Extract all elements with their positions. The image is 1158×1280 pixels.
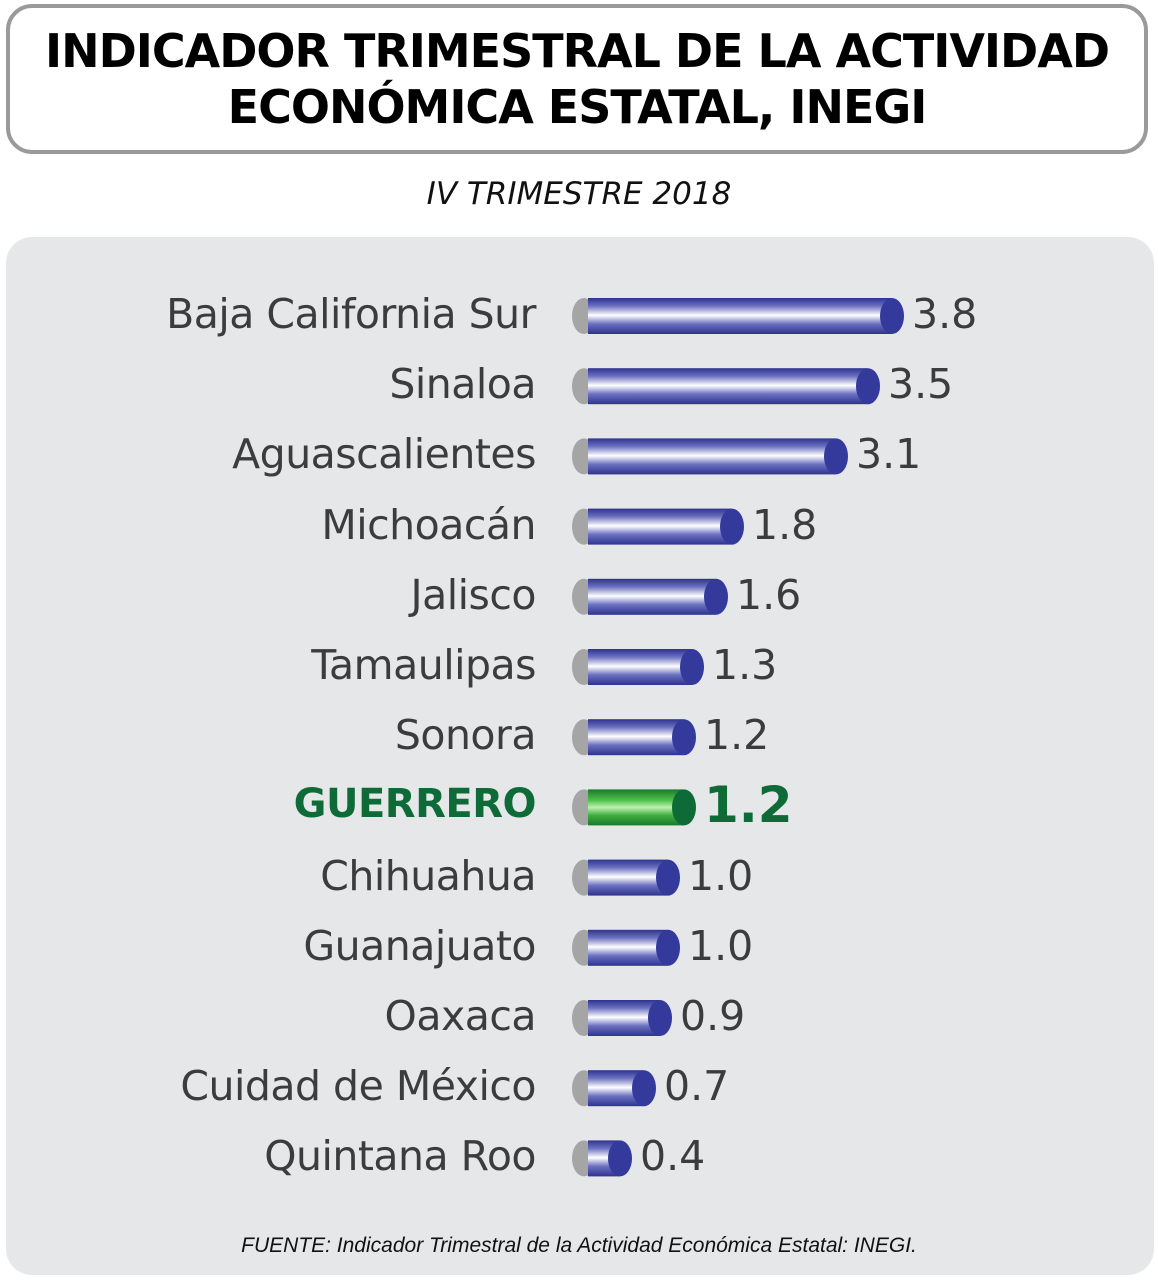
bar-body (588, 859, 668, 896)
value-label: 0.4 (640, 1132, 706, 1181)
bar-7 (572, 789, 696, 826)
value-label: 0.7 (664, 1062, 730, 1111)
bar-end-cap (680, 649, 704, 685)
bar-end-cap (880, 298, 904, 334)
title-box: INDICADOR TRIMESTRAL DE LA ACTIVIDAD ECO… (6, 4, 1148, 154)
bar-end-cap (720, 508, 744, 545)
category-label: Oaxaca (384, 992, 537, 1040)
category-label: Baja California Sur (166, 290, 536, 338)
bar-end-cap (632, 1070, 656, 1107)
bar-end-cap (824, 438, 848, 475)
category-label: Guanajuato (303, 921, 536, 970)
bar-body (588, 508, 732, 545)
bar-end-cap (704, 578, 728, 615)
value-label: 1.3 (712, 641, 778, 689)
bar-end-cap (608, 1140, 632, 1177)
value-label: 1.0 (688, 921, 754, 970)
bar-end-cap (856, 368, 880, 405)
bar-1 (572, 368, 880, 405)
category-label: Jalisco (410, 570, 537, 619)
category-label: Chihuahua (320, 851, 536, 900)
category-label: Michoacán (321, 500, 536, 549)
bar-end-cap (656, 929, 680, 966)
bar-end-cap (672, 719, 696, 756)
bar-11 (572, 1070, 656, 1107)
category-label: Sinaloa (389, 360, 536, 409)
category-label: Cuidad de México (180, 1062, 536, 1111)
bar-body (588, 298, 892, 334)
bar-2 (572, 438, 848, 475)
bar-6 (572, 719, 696, 756)
bar-body (588, 789, 684, 826)
bar-body (588, 719, 684, 756)
value-label: 1.6 (736, 570, 802, 619)
chart-subtitle: IV TRIMESTRE 2018 (426, 176, 732, 212)
bar-0 (572, 298, 904, 334)
chart-title-line-1: INDICADOR TRIMESTRAL DE LA ACTIVIDAD (44, 24, 1110, 78)
bar-10 (572, 1000, 672, 1036)
bar-body (588, 929, 668, 966)
category-label: Sonora (394, 711, 537, 760)
value-label: 3.8 (912, 290, 978, 338)
bar-4 (572, 578, 728, 615)
bar-8 (572, 859, 680, 896)
value-label: 0.9 (680, 992, 746, 1040)
bar-3 (572, 508, 744, 545)
value-label: 3.5 (888, 360, 954, 409)
chart-title-line-2: ECONÓMICA ESTATAL, INEGI (227, 80, 928, 134)
bar-end-cap (656, 859, 680, 896)
bar-12 (572, 1140, 632, 1177)
bar-end-cap (672, 789, 696, 826)
value-label: 1.8 (752, 500, 818, 549)
value-label: 1.2 (704, 776, 793, 835)
category-label: Aguascalientes (232, 430, 536, 479)
source-note: FUENTE: Indicador Trimestral de la Activ… (241, 1234, 917, 1257)
bar-end-cap (648, 1000, 672, 1036)
category-label: GUERRERO (293, 781, 537, 828)
bar-5 (572, 649, 704, 685)
bar-body (588, 578, 716, 615)
bar-body (588, 368, 868, 405)
value-label: 1.0 (688, 851, 754, 900)
bar-body (588, 438, 836, 475)
bar-9 (572, 929, 680, 966)
category-label: Tamaulipas (311, 641, 536, 689)
bar-body (588, 649, 692, 685)
value-label: 3.1 (856, 430, 922, 479)
category-label: Quintana Roo (264, 1132, 536, 1181)
value-label: 1.2 (704, 711, 770, 760)
